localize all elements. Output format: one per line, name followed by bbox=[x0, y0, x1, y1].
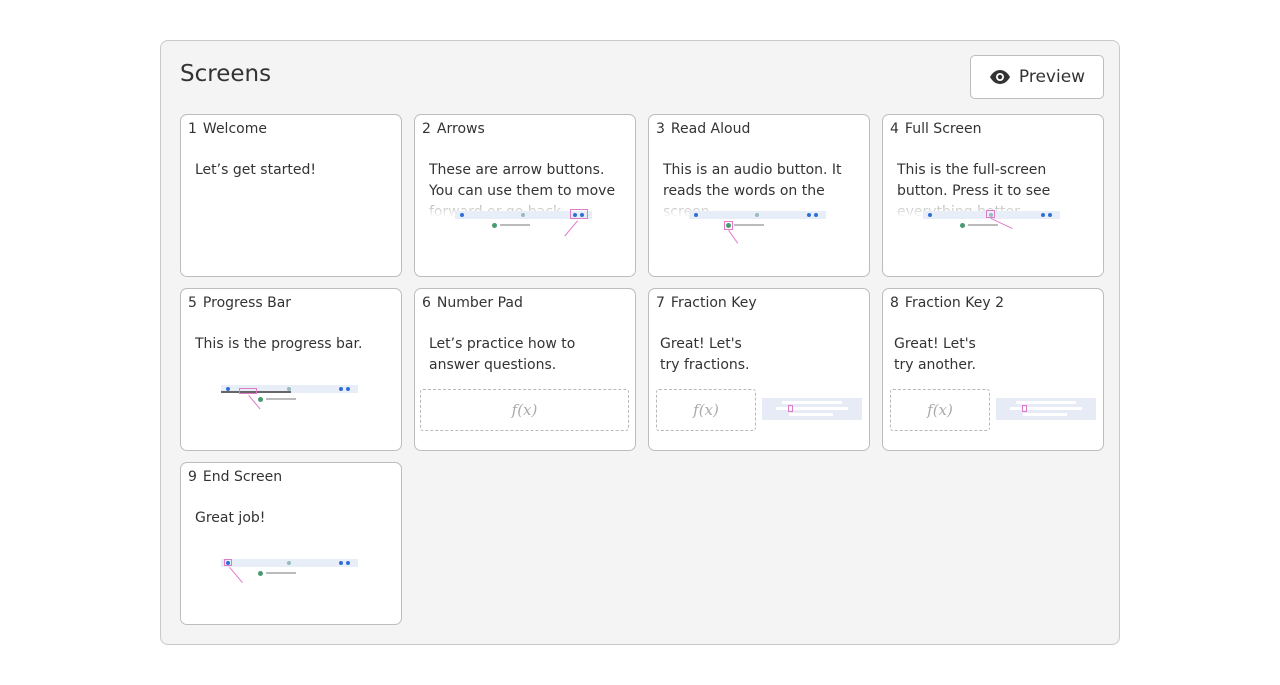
screen-thumbnail bbox=[221, 559, 358, 591]
preview-label: Preview bbox=[1018, 67, 1086, 87]
screen-name: Arrows bbox=[436, 121, 485, 137]
screen-number: 1 bbox=[188, 121, 197, 137]
math-input-placeholder: f(x) bbox=[890, 389, 990, 431]
screen-name: Progress Bar bbox=[202, 295, 292, 311]
page-title: Screens bbox=[180, 61, 272, 87]
screen-title: 3 Read Aloud bbox=[656, 121, 750, 137]
screen-thumbnail bbox=[923, 210, 1060, 243]
eye-icon bbox=[989, 70, 1010, 84]
screen-name: Fraction Key bbox=[670, 295, 757, 311]
screens-panel: Screens Preview 1 Welcome Let’s get start… bbox=[160, 40, 1120, 645]
screen-text: Let’s practice how to answer questions. bbox=[429, 336, 576, 373]
screen-number: 4 bbox=[890, 121, 899, 137]
screen-name: Welcome bbox=[202, 121, 267, 137]
screen-text: Great! Let's try fractions. bbox=[660, 336, 750, 373]
screen-title: 1 Welcome bbox=[188, 121, 267, 137]
screen-text: Great job! bbox=[195, 510, 266, 526]
screen-number: 7 bbox=[656, 295, 665, 311]
screen-title: 2 Arrows bbox=[422, 121, 485, 137]
screen-title: 6 Number Pad bbox=[422, 295, 523, 311]
preview-button[interactable]: Preview bbox=[970, 55, 1104, 99]
screen-title: 5 Progress Bar bbox=[188, 295, 291, 311]
screen-title: 4 Full Screen bbox=[890, 121, 981, 137]
screen-card-progress-bar[interactable]: 5 Progress Bar This is the progress bar. bbox=[180, 288, 402, 451]
screen-card-fraction-key-2[interactable]: 8 Fraction Key 2 Great! Let's try another… bbox=[882, 288, 1104, 451]
screen-card-end-screen[interactable]: 9 End Screen Great job! bbox=[180, 462, 402, 625]
screen-title: 9 End Screen bbox=[188, 469, 282, 485]
screen-name: End Screen bbox=[202, 469, 283, 485]
screen-name: Read Aloud bbox=[670, 121, 751, 137]
screen-thumbnail bbox=[689, 211, 826, 244]
screen-number: 2 bbox=[422, 121, 431, 137]
screen-number: 9 bbox=[188, 469, 197, 485]
screen-title: 7 Fraction Key bbox=[656, 295, 757, 311]
screen-text: Let’s get started! bbox=[195, 162, 317, 178]
screen-card-full-screen[interactable]: 4 Full Screen This is the full-screen but… bbox=[882, 114, 1104, 277]
screen-title: 8 Fraction Key 2 bbox=[890, 295, 1004, 311]
screen-card-welcome[interactable]: 1 Welcome Let’s get started! bbox=[180, 114, 402, 277]
screen-number: 8 bbox=[890, 295, 899, 311]
screen-name: Fraction Key 2 bbox=[904, 295, 1004, 311]
math-input-placeholder: f(x) bbox=[656, 389, 756, 431]
screen-thumbnail bbox=[221, 385, 358, 417]
screen-card-read-aloud[interactable]: 3 Read Aloud This is an audio button. It … bbox=[648, 114, 870, 277]
screen-text: This is the progress bar. bbox=[195, 336, 363, 352]
screen-thumbnail bbox=[455, 209, 592, 243]
screen-name: Number Pad bbox=[436, 295, 523, 311]
screen-number: 5 bbox=[188, 295, 197, 311]
screen-card-arrows[interactable]: 2 Arrows These are arrow buttons. You can… bbox=[414, 114, 636, 277]
screen-card-number-pad[interactable]: 6 Number Pad Let’s practice how to answer… bbox=[414, 288, 636, 451]
keypad-thumbnail bbox=[762, 398, 862, 420]
keypad-thumbnail bbox=[996, 398, 1096, 420]
screen-name: Full Screen bbox=[904, 121, 982, 137]
screen-number: 6 bbox=[422, 295, 431, 311]
screen-card-fraction-key[interactable]: 7 Fraction Key Great! Let's try fractions… bbox=[648, 288, 870, 451]
screen-number: 3 bbox=[656, 121, 665, 137]
screens-grid: 1 Welcome Let’s get started! 2 Arrows Thes… bbox=[180, 114, 1104, 625]
math-input-placeholder: f(x) bbox=[420, 389, 629, 431]
screen-text: Great! Let's try another. bbox=[894, 336, 976, 373]
